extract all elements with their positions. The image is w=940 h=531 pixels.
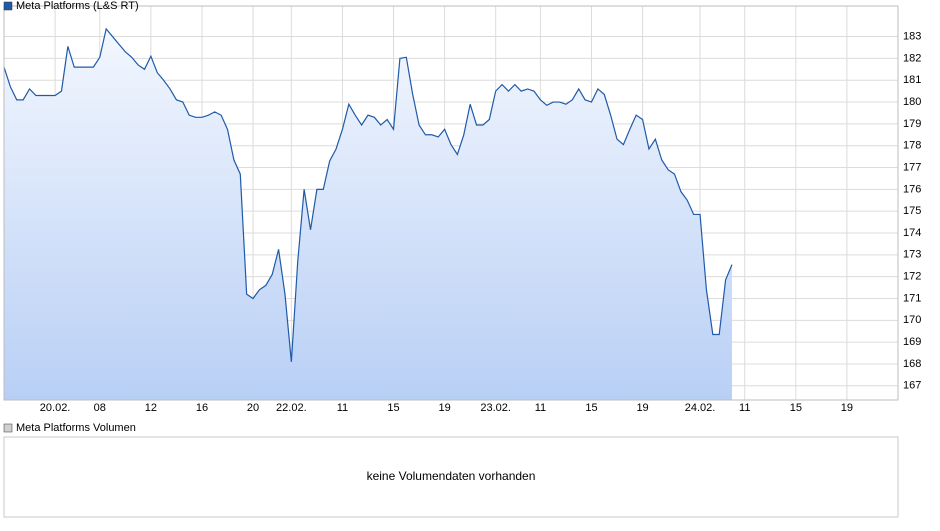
x-tick-label: 16 [196,402,208,414]
y-tick-label: 181 [903,74,921,86]
x-tick-label: 15 [387,402,399,414]
x-tick-label: 24.02. [685,402,716,414]
y-tick-label: 168 [903,358,921,370]
plot-border [3,5,899,401]
y-tick-label: 171 [903,292,921,304]
area [4,28,732,400]
volume-message: keine Volumendaten vorhanden [367,469,536,483]
x-tick-label: 19 [438,402,450,414]
y-tick-label: 174 [903,227,921,239]
legend-label: Meta Platforms (L&S RT) [16,0,139,12]
y-tick-label: 179 [903,118,921,130]
volume-panel [3,436,899,518]
x-tick-label: 20 [247,402,259,414]
y-tick-label: 180 [903,96,921,108]
x-tick-label: 19 [841,402,853,414]
y-tick-label: 176 [903,183,921,195]
x-tick-label: 23.02. [480,402,511,414]
y-tick-label: 172 [903,271,921,283]
x-tick-label: 11 [535,402,546,414]
volume-legend-label: Meta Platforms Volumen [16,422,136,434]
y-tick-label: 175 [903,205,921,217]
price-line [3,27,733,362]
y-tick-label: 170 [903,314,921,326]
volume-legend-swatch [3,423,13,433]
y-tick-label: 183 [903,30,921,42]
x-tick-label: 08 [94,402,106,414]
data [3,27,733,400]
x-tick-label: 11 [739,402,750,414]
x-tick-label: 15 [585,402,597,414]
y-tick-label: 182 [903,52,921,64]
x-tick-label: 12 [145,402,157,414]
x-tick-label: 19 [636,402,648,414]
x-tick-label: 20.02. [40,402,71,414]
y-tick-label: 173 [903,249,921,261]
x-tick-label: 11 [337,402,348,414]
y-tick-label: 167 [903,380,921,392]
legend-swatch [3,1,13,11]
x-tick-label: 22.02. [276,402,307,414]
y-tick-label: 178 [903,140,921,152]
y-tick-label: 177 [903,161,921,173]
x-tick-label: 15 [790,402,802,414]
y-tick-label: 169 [903,336,921,348]
